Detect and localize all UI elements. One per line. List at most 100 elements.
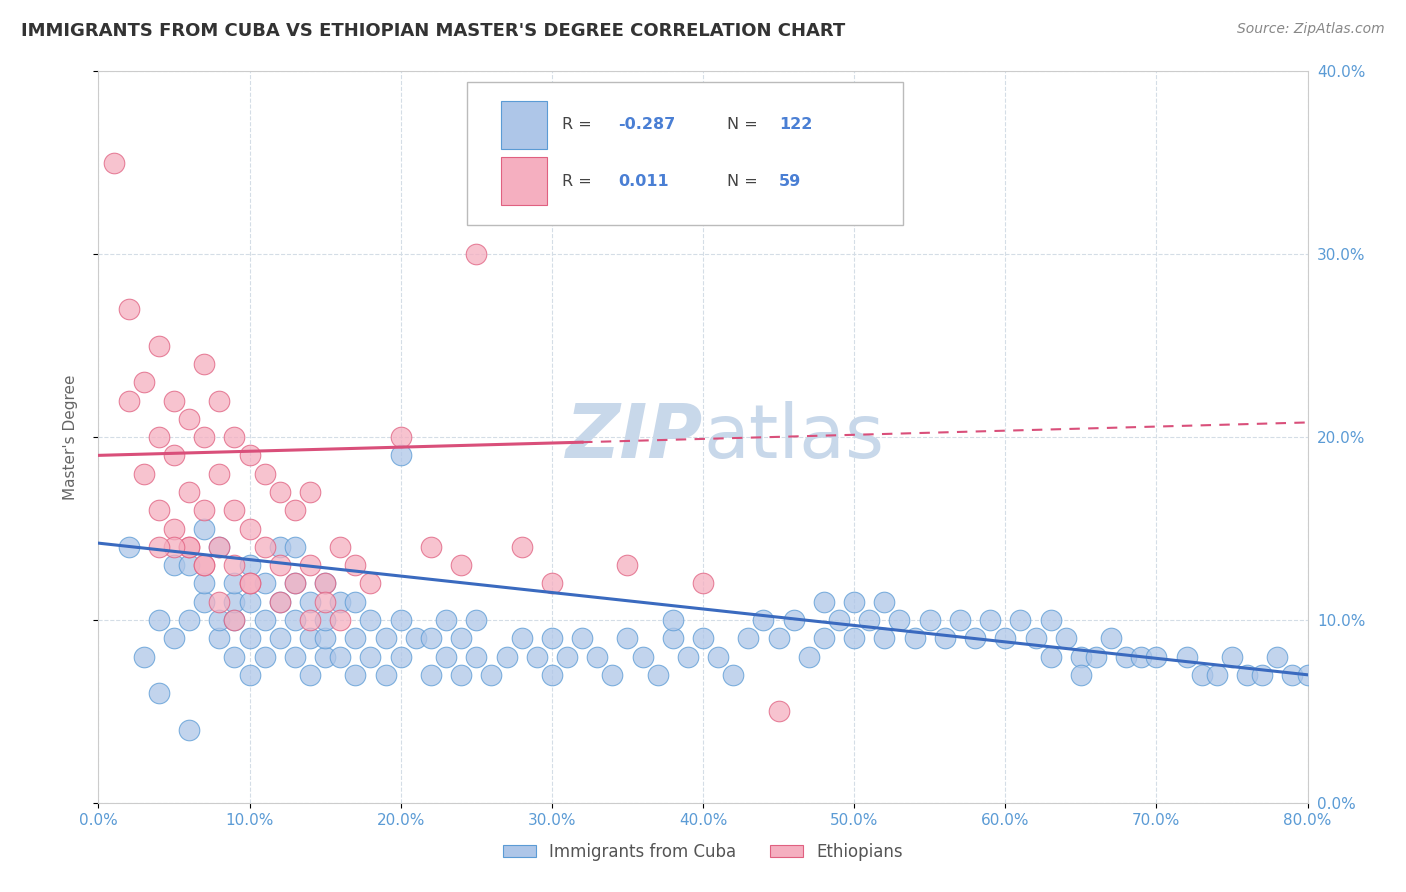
Point bbox=[239, 667, 262, 681]
Point bbox=[193, 503, 215, 517]
Point bbox=[465, 247, 488, 261]
Point bbox=[329, 594, 352, 608]
Bar bbox=[501, 157, 547, 205]
Point bbox=[132, 375, 155, 389]
Point bbox=[269, 594, 291, 608]
Point bbox=[405, 632, 427, 646]
Point bbox=[284, 576, 307, 591]
Point bbox=[193, 430, 215, 444]
Point bbox=[148, 540, 170, 554]
Point bbox=[540, 667, 562, 681]
Point bbox=[389, 430, 412, 444]
Point bbox=[299, 632, 322, 646]
Point bbox=[661, 613, 683, 627]
Point bbox=[118, 540, 141, 554]
Point bbox=[1039, 613, 1062, 627]
Point bbox=[148, 613, 170, 627]
Point bbox=[434, 649, 457, 664]
Point bbox=[360, 613, 382, 627]
Point bbox=[360, 576, 382, 591]
Point bbox=[239, 594, 262, 608]
Point bbox=[828, 613, 851, 627]
Point bbox=[253, 576, 276, 591]
Point bbox=[253, 613, 276, 627]
Point bbox=[193, 576, 215, 591]
Point bbox=[844, 632, 866, 646]
Point bbox=[224, 430, 246, 444]
Point bbox=[1024, 632, 1046, 646]
Point bbox=[208, 632, 231, 646]
Point bbox=[179, 723, 201, 737]
Point bbox=[481, 667, 503, 681]
Point bbox=[163, 521, 186, 535]
Point bbox=[1251, 667, 1274, 681]
Text: ZIP: ZIP bbox=[565, 401, 703, 474]
Point bbox=[994, 632, 1017, 646]
Point bbox=[344, 667, 367, 681]
Point bbox=[239, 521, 262, 535]
Point bbox=[1099, 632, 1122, 646]
Point bbox=[314, 576, 336, 591]
Text: IMMIGRANTS FROM CUBA VS ETHIOPIAN MASTER'S DEGREE CORRELATION CHART: IMMIGRANTS FROM CUBA VS ETHIOPIAN MASTER… bbox=[21, 22, 845, 40]
Point bbox=[737, 632, 759, 646]
Point bbox=[148, 503, 170, 517]
Point bbox=[208, 540, 231, 554]
Point bbox=[193, 558, 215, 573]
Point bbox=[208, 613, 231, 627]
Point bbox=[723, 667, 745, 681]
Point bbox=[1010, 613, 1032, 627]
Point bbox=[420, 540, 443, 554]
Point bbox=[768, 632, 790, 646]
Point bbox=[284, 540, 307, 554]
Point bbox=[374, 632, 396, 646]
Point bbox=[163, 540, 186, 554]
Point bbox=[179, 485, 201, 500]
Point bbox=[299, 485, 322, 500]
Point bbox=[163, 558, 186, 573]
Point bbox=[269, 558, 291, 573]
Point bbox=[450, 558, 472, 573]
Point bbox=[314, 594, 336, 608]
Point bbox=[844, 594, 866, 608]
Point bbox=[163, 632, 186, 646]
Point bbox=[1220, 649, 1243, 664]
Point bbox=[904, 632, 927, 646]
Point bbox=[224, 594, 246, 608]
Point bbox=[918, 613, 941, 627]
Point bbox=[118, 301, 141, 317]
Point bbox=[1191, 667, 1213, 681]
Point bbox=[1070, 667, 1092, 681]
Point bbox=[1236, 667, 1258, 681]
Point bbox=[193, 357, 215, 371]
Point bbox=[239, 576, 262, 591]
Point bbox=[965, 632, 987, 646]
Text: R =: R = bbox=[561, 117, 592, 132]
Point bbox=[616, 558, 638, 573]
Point bbox=[148, 686, 170, 700]
Point bbox=[314, 632, 336, 646]
Point bbox=[118, 393, 141, 408]
Point bbox=[299, 613, 322, 627]
Point bbox=[344, 558, 367, 573]
Point bbox=[676, 649, 699, 664]
Y-axis label: Master's Degree: Master's Degree bbox=[63, 375, 77, 500]
Point bbox=[434, 613, 457, 627]
Point bbox=[360, 649, 382, 664]
Point bbox=[224, 613, 246, 627]
Text: atlas: atlas bbox=[703, 401, 884, 474]
Point bbox=[329, 649, 352, 664]
Point bbox=[1144, 649, 1167, 664]
Text: Source: ZipAtlas.com: Source: ZipAtlas.com bbox=[1237, 22, 1385, 37]
Point bbox=[873, 632, 896, 646]
Point bbox=[179, 412, 201, 426]
Point bbox=[344, 594, 367, 608]
Point bbox=[163, 448, 186, 462]
FancyBboxPatch shape bbox=[467, 82, 903, 225]
Point bbox=[239, 448, 262, 462]
Point bbox=[768, 705, 790, 719]
Point bbox=[420, 632, 443, 646]
Point bbox=[661, 632, 683, 646]
Point bbox=[1054, 632, 1077, 646]
Point bbox=[858, 613, 880, 627]
Point bbox=[224, 613, 246, 627]
